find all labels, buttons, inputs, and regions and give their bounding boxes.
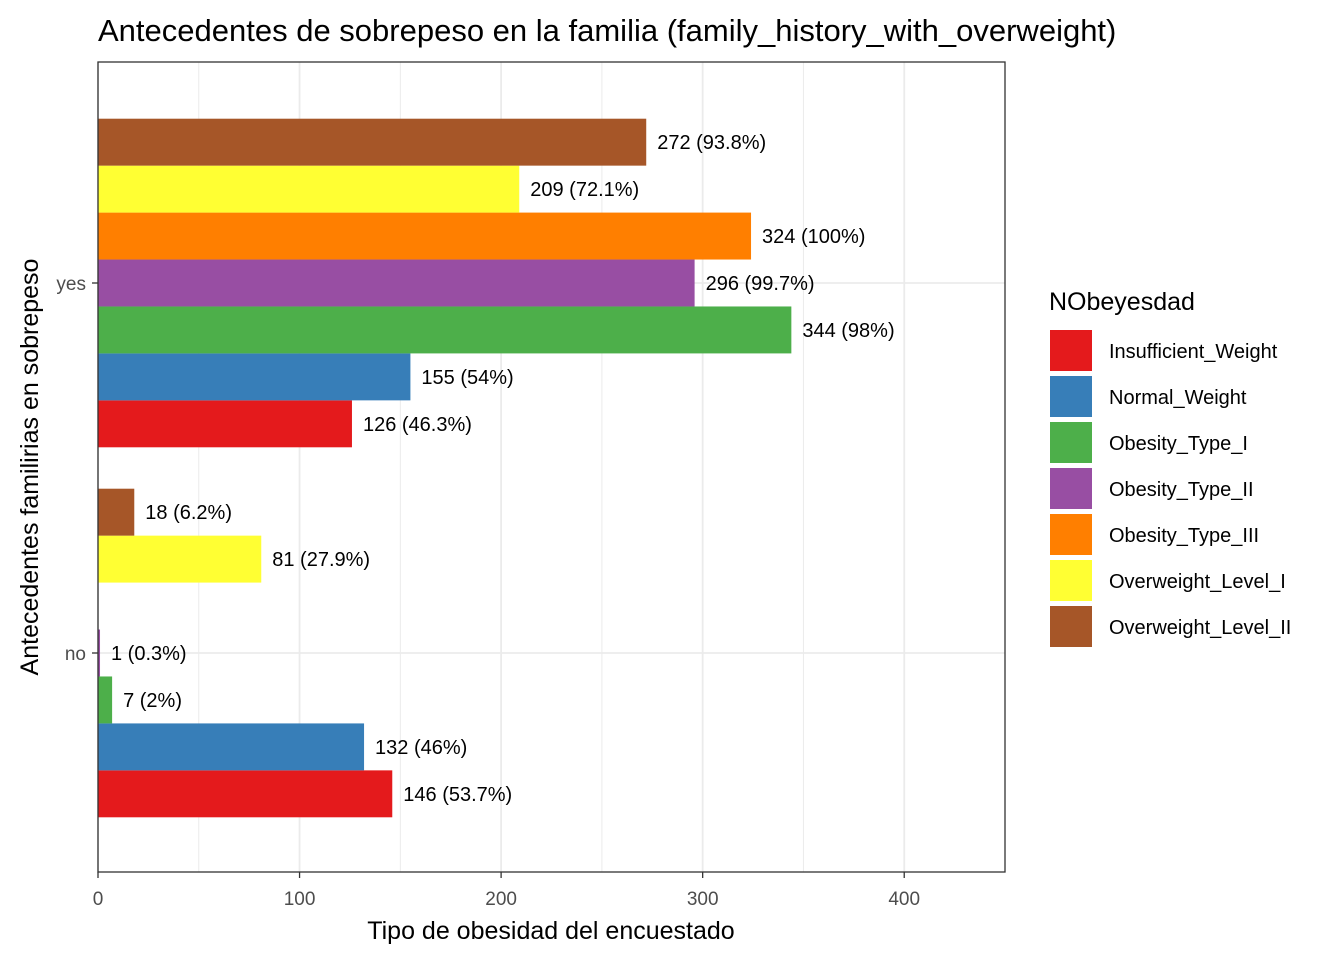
data-label-yes-Overweight_Level_II: 272 (93.8%) <box>657 132 766 154</box>
x-tick-label: 400 <box>888 889 920 910</box>
x-tick-label: 300 <box>687 889 719 910</box>
legend-label-Obesity_Type_II: Obesity_Type_II <box>1109 479 1254 501</box>
bar-no-Normal_Weight <box>98 723 365 771</box>
legend-title: NObeyesdad <box>1049 288 1195 316</box>
bars <box>98 118 792 818</box>
bar-no-Overweight_Level_I <box>98 535 262 583</box>
legend-swatch-Obesity_Type_I <box>1050 422 1092 463</box>
data-label-yes-Obesity_Type_III: 324 (100%) <box>762 226 865 248</box>
bar-yes-Obesity_Type_III <box>98 212 752 260</box>
x-axis: 0 100 200 300 400 <box>93 872 920 910</box>
bar-yes-Obesity_Type_I <box>98 306 792 354</box>
x-tick-label: 200 <box>485 889 517 910</box>
legend-label-Obesity_Type_I: Obesity_Type_I <box>1109 433 1248 455</box>
legend-swatch-Insufficient_Weight <box>1050 330 1092 371</box>
legend: NObeyesdad Insufficient_Weight Normal_Wei… <box>1049 288 1291 647</box>
y-axis-title: Antecedentes familirias en sobrepeso <box>16 259 44 676</box>
plot-panel-border <box>97 61 1006 873</box>
data-label-no-Insufficient_Weight: 146 (53.7%) <box>403 784 512 806</box>
y-axis: no yes <box>56 274 98 665</box>
legend-label-Obesity_Type_III: Obesity_Type_III <box>1109 525 1259 547</box>
data-labels: 146 (53.7%) 132 (46%) 7 (2%) 1 (0.3%) 81 (27… <box>111 132 895 806</box>
data-label-yes-Normal_Weight: 155 (54%) <box>421 367 513 389</box>
y-tick-label-no: no <box>65 644 86 665</box>
x-tick-label: 100 <box>284 889 316 910</box>
data-label-no-Obesity_Type_I: 7 (2%) <box>123 690 182 712</box>
data-label-yes-Insufficient_Weight: 126 (46.3%) <box>363 414 472 436</box>
legend-swatch-Obesity_Type_III <box>1050 514 1092 555</box>
legend-label-Insufficient_Weight: Insufficient_Weight <box>1109 341 1278 363</box>
x-tick-label: 0 <box>93 889 104 910</box>
bar-yes-Normal_Weight <box>98 353 411 401</box>
legend-swatch-Obesity_Type_II <box>1050 468 1092 509</box>
chart-title: Antecedentes de sobrepeso en la familia … <box>98 13 1116 48</box>
y-tick-label-yes: yes <box>56 274 86 295</box>
bar-yes-Obesity_Type_II <box>98 259 695 307</box>
data-label-no-Normal_Weight: 132 (46%) <box>375 737 467 759</box>
data-label-yes-Obesity_Type_I: 344 (98%) <box>802 320 894 342</box>
data-label-yes-Overweight_Level_I: 209 (72.1%) <box>530 179 639 201</box>
data-label-no-Obesity_Type_II: 1 (0.3%) <box>111 643 187 665</box>
bar-yes-Overweight_Level_I <box>98 165 520 213</box>
data-label-yes-Obesity_Type_II: 296 (99.7%) <box>706 273 815 295</box>
data-label-no-Overweight_Level_II: 18 (6.2%) <box>145 502 232 524</box>
legend-label-Normal_Weight: Normal_Weight <box>1109 387 1247 409</box>
bar-yes-Insufficient_Weight <box>98 400 352 448</box>
bar-no-Insufficient_Weight <box>98 770 393 818</box>
legend-swatch-Normal_Weight <box>1050 376 1092 417</box>
bar-no-Overweight_Level_II <box>98 488 135 536</box>
legend-swatch-Overweight_Level_I <box>1050 560 1092 601</box>
data-label-no-Overweight_Level_I: 81 (27.9%) <box>272 549 370 571</box>
bar-yes-Overweight_Level_II <box>98 118 647 166</box>
legend-label-Overweight_Level_I: Overweight_Level_I <box>1109 571 1286 593</box>
x-axis-title: Tipo de obesidad del encuestado <box>367 917 734 945</box>
bar-no-Obesity_Type_II <box>98 629 101 677</box>
legend-label-Overweight_Level_II: Overweight_Level_II <box>1109 617 1291 639</box>
legend-swatch-Overweight_Level_II <box>1050 606 1092 647</box>
bar-no-Obesity_Type_I <box>98 676 113 724</box>
